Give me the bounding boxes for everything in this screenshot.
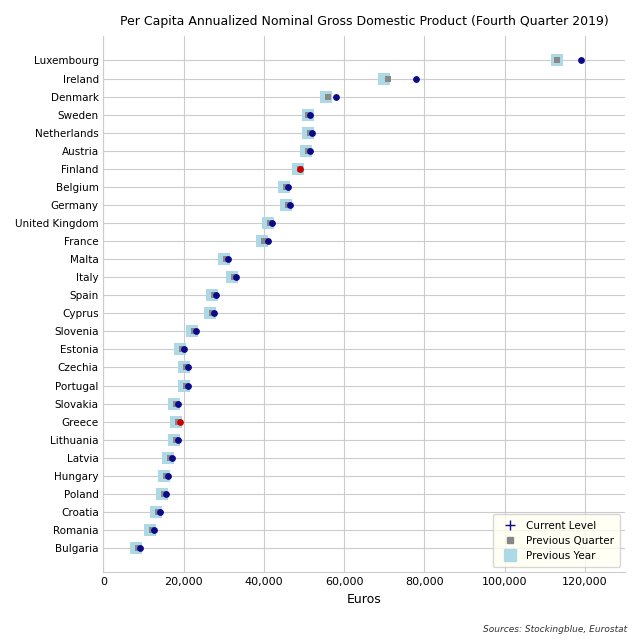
Point <box>295 164 305 174</box>
Point <box>552 56 562 66</box>
Point <box>303 127 313 138</box>
Point <box>303 109 313 120</box>
Point <box>412 74 422 84</box>
Point <box>207 290 217 300</box>
Point <box>205 308 215 318</box>
Point <box>132 543 143 553</box>
Point <box>281 200 291 210</box>
Point <box>182 362 193 372</box>
Point <box>283 182 293 192</box>
Point <box>145 525 155 535</box>
Point <box>211 290 221 300</box>
Point <box>161 489 171 499</box>
Point <box>259 236 269 246</box>
Point <box>257 236 267 246</box>
Point <box>331 92 341 102</box>
Point <box>157 489 167 499</box>
Point <box>180 362 191 372</box>
Point <box>161 470 171 481</box>
Point <box>175 417 185 427</box>
Text: Sources: Stockingblue, Eurostat: Sources: Stockingblue, Eurostat <box>483 625 627 634</box>
Point <box>321 92 332 102</box>
Point <box>148 525 159 535</box>
Point <box>154 507 164 517</box>
Point <box>147 525 157 535</box>
X-axis label: Euros: Euros <box>347 593 381 606</box>
Point <box>231 272 241 282</box>
Point <box>283 200 293 210</box>
Point <box>166 452 177 463</box>
Point <box>171 417 181 427</box>
Point <box>182 380 193 390</box>
Point <box>265 218 275 228</box>
Point <box>263 218 273 228</box>
Point <box>228 272 239 282</box>
Point <box>293 164 303 174</box>
Point <box>171 399 181 409</box>
Point <box>207 308 217 318</box>
Point <box>303 146 313 156</box>
Point <box>305 109 316 120</box>
Point <box>267 218 277 228</box>
Point <box>219 254 229 264</box>
Point <box>221 254 231 264</box>
Point <box>189 326 199 337</box>
Point <box>131 543 141 553</box>
Point <box>295 164 305 174</box>
Point <box>173 399 183 409</box>
Point <box>177 344 187 355</box>
Point <box>191 326 201 337</box>
Title: Per Capita Annualized Nominal Gross Domestic Product (Fourth Quarter 2019): Per Capita Annualized Nominal Gross Dome… <box>120 15 609 28</box>
Point <box>279 182 289 192</box>
Point <box>187 326 197 337</box>
Point <box>150 507 161 517</box>
Point <box>576 56 586 66</box>
Point <box>209 290 219 300</box>
Point <box>305 146 316 156</box>
Point <box>323 92 333 102</box>
Point <box>179 362 189 372</box>
Point <box>168 435 179 445</box>
Point <box>179 344 189 355</box>
Point <box>552 56 562 66</box>
Point <box>383 74 394 84</box>
Point <box>152 507 163 517</box>
Point <box>263 236 273 246</box>
Point <box>159 470 169 481</box>
Point <box>379 74 389 84</box>
Point <box>303 109 313 120</box>
Point <box>168 399 179 409</box>
Point <box>281 182 291 192</box>
Point <box>285 200 295 210</box>
Point <box>209 308 219 318</box>
Point <box>223 254 233 264</box>
Point <box>173 417 183 427</box>
Point <box>173 435 183 445</box>
Point <box>163 452 173 463</box>
Point <box>179 380 189 390</box>
Point <box>134 543 145 553</box>
Point <box>175 344 185 355</box>
Point <box>163 470 173 481</box>
Point <box>159 489 169 499</box>
Legend: Current Level, Previous Quarter, Previous Year: Current Level, Previous Quarter, Previou… <box>493 515 620 567</box>
Point <box>180 380 191 390</box>
Point <box>305 127 316 138</box>
Point <box>301 146 311 156</box>
Point <box>307 127 317 138</box>
Point <box>171 435 181 445</box>
Point <box>227 272 237 282</box>
Point <box>164 452 175 463</box>
